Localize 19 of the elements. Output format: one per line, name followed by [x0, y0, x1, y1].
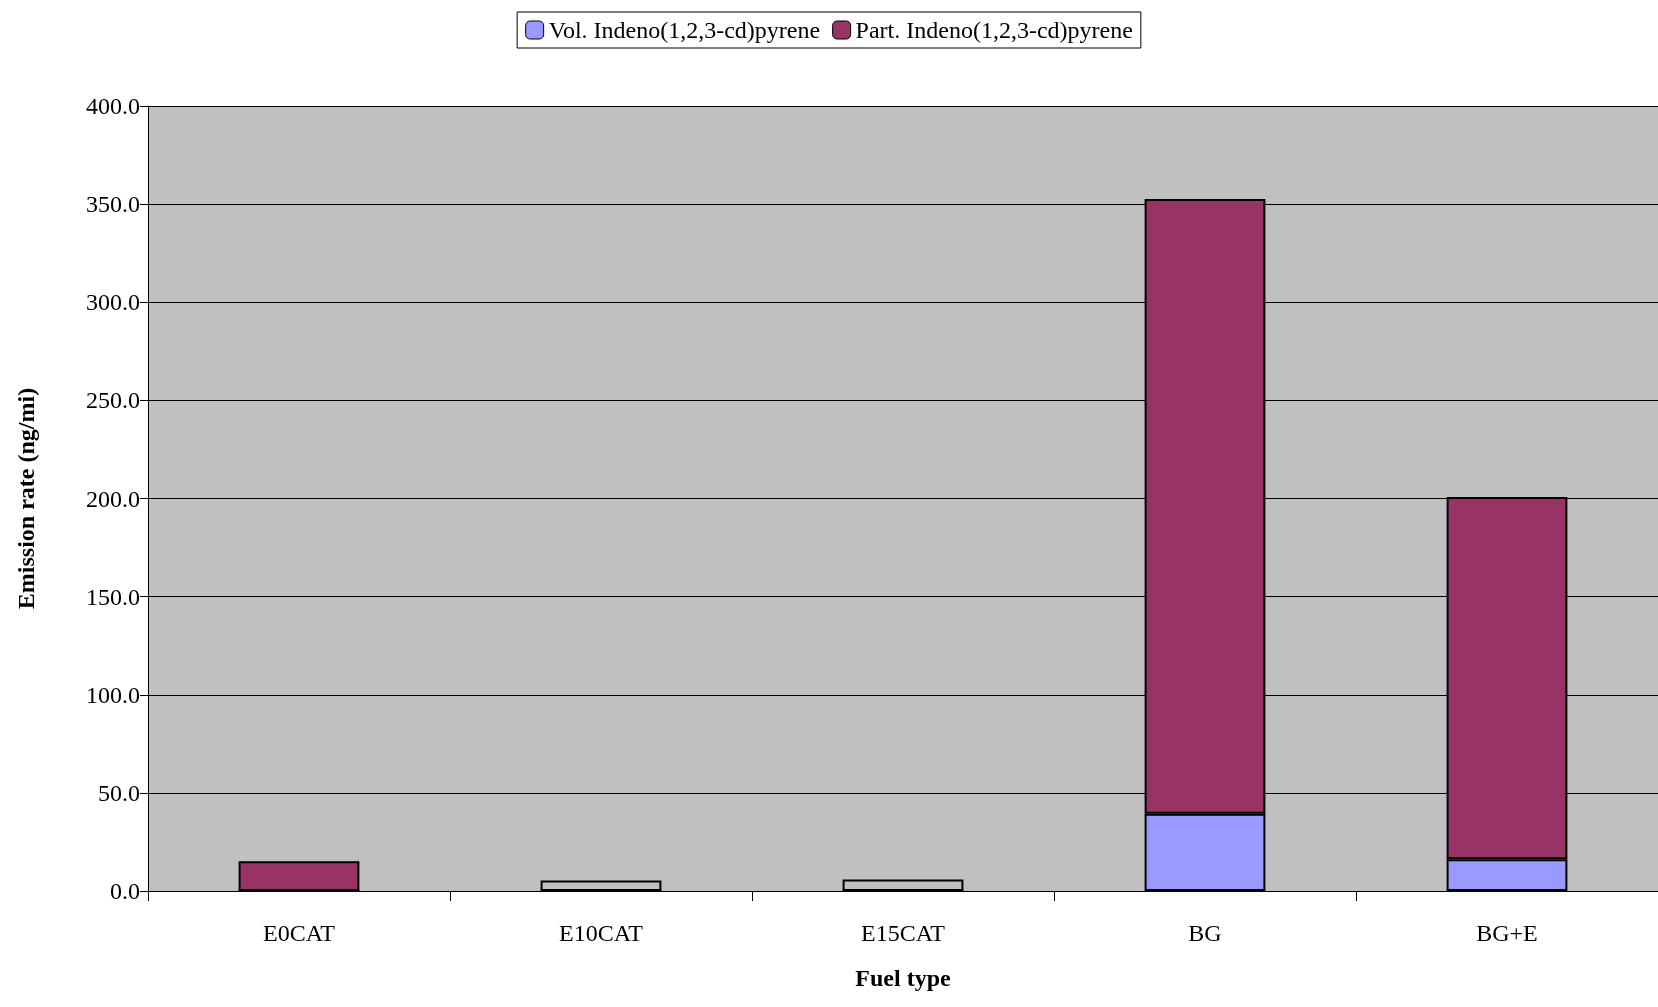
x-tick-label: E15CAT: [861, 920, 946, 946]
y-axis-title: Emission rate (ng/mi): [13, 387, 39, 610]
x-tick-label: BG+E: [1476, 920, 1538, 946]
x-tick-label: E0CAT: [263, 920, 336, 946]
y-tick-label: 250.0: [86, 387, 140, 414]
bar: [238, 861, 360, 891]
y-tick-label: 350.0: [86, 191, 140, 218]
y-tick-label: 150.0: [86, 583, 140, 610]
y-tick-label: 200.0: [86, 485, 140, 512]
x-tick-label: E10CAT: [559, 920, 644, 946]
legend-label: Vol. Indeno(1,2,3-cd)pyrene: [548, 17, 821, 43]
y-tick-label: 50.0: [98, 779, 140, 806]
y-tick-label: 400.0: [86, 93, 140, 119]
x-axis-title: Fuel type: [855, 965, 951, 991]
y-tick-label: 100.0: [86, 681, 140, 708]
y-tick-label: 300.0: [86, 289, 140, 316]
legend-label: Part. Indeno(1,2,3-cd)pyrene: [855, 17, 1133, 43]
y-tick-label: 0.0: [110, 878, 140, 904]
x-tick-label: BG: [1188, 920, 1222, 946]
